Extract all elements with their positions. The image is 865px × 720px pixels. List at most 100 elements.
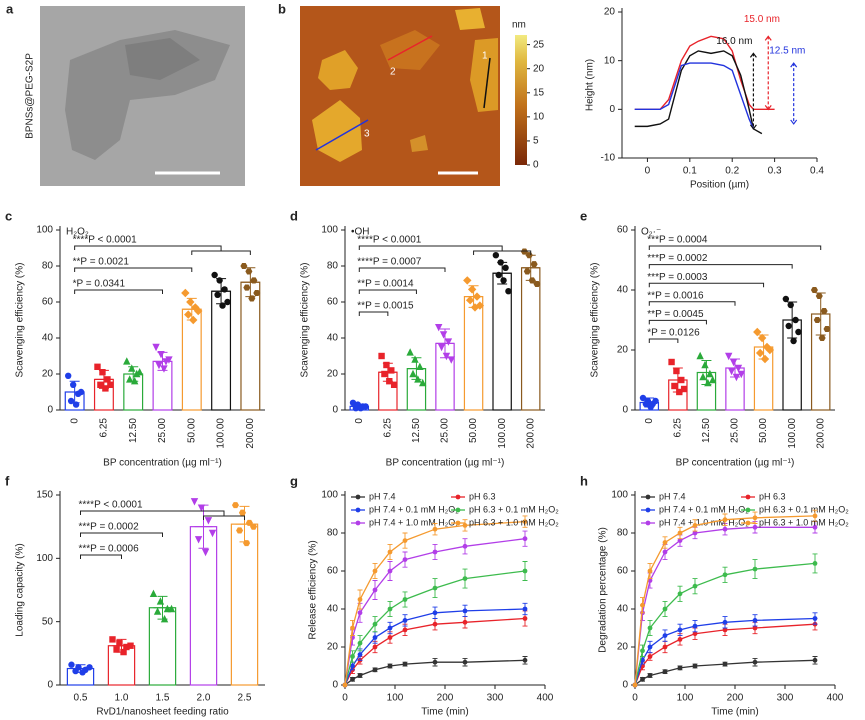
- data-point: [357, 610, 363, 616]
- data-point: [214, 291, 221, 298]
- data-point: [662, 549, 668, 555]
- y-tick-label: 40: [42, 333, 54, 344]
- data-point: [68, 661, 75, 668]
- data-point: [737, 370, 745, 379]
- y-tick-label: 20: [42, 369, 54, 380]
- data-point: [752, 515, 758, 521]
- afm-image: [300, 6, 500, 186]
- data-point: [722, 517, 728, 523]
- bar: [181, 308, 202, 411]
- y-tick-label: 20: [617, 642, 629, 653]
- legend-marker: [645, 507, 651, 513]
- y-tick-label: 10: [604, 55, 616, 66]
- x-tick-label: 100.00: [216, 418, 227, 449]
- data-point: [792, 316, 799, 324]
- data-point: [72, 667, 79, 675]
- data-point: [692, 530, 698, 536]
- data-point: [211, 271, 218, 279]
- legend-label: pH 6.3 + 0.1 mM H₂O₂: [469, 504, 559, 514]
- data-point: [818, 334, 826, 342]
- data-point: [467, 285, 477, 294]
- data-point: [662, 644, 668, 650]
- data-point: [435, 324, 443, 332]
- significance-label: ***P = 0.0004: [647, 235, 708, 246]
- data-point: [462, 619, 468, 625]
- data-point: [402, 661, 408, 667]
- data-point: [475, 301, 485, 310]
- y-tick-label: 40: [327, 604, 339, 615]
- x-tick-label: 2.5: [238, 693, 252, 704]
- line-label: 2: [390, 67, 396, 78]
- flake: [312, 100, 362, 162]
- colorbar-tick-label: 10: [533, 111, 545, 122]
- x-tick-label: 200: [437, 693, 454, 704]
- data-point: [357, 673, 363, 678]
- data-point: [810, 286, 818, 294]
- bar: [520, 267, 541, 411]
- error-bar: [153, 595, 172, 620]
- significance-bracket: [648, 319, 707, 325]
- data-point: [640, 676, 645, 682]
- data-point: [677, 665, 683, 671]
- data-point: [823, 325, 831, 333]
- data-point: [530, 261, 538, 268]
- image-caption: BPNSs@PEG-S2P: [25, 53, 36, 139]
- data-point: [757, 333, 767, 343]
- data-point: [727, 367, 736, 376]
- data-point: [815, 292, 823, 300]
- annotation-label: 15.0 nm: [744, 14, 780, 25]
- legend-label: pH 7.4 + 0.1 mM H₂O₂: [369, 504, 459, 514]
- data-point: [362, 403, 369, 410]
- series-line: [634, 50, 763, 135]
- data-point: [492, 252, 500, 259]
- data-point: [186, 297, 195, 307]
- error-bar: [783, 301, 802, 339]
- data-point: [753, 327, 762, 337]
- data-point: [432, 526, 438, 532]
- data-point: [522, 568, 528, 574]
- data-point: [390, 381, 398, 388]
- data-point: [102, 385, 109, 392]
- legend-label: pH 7.4 + 0.1 mM H₂O₂: [659, 504, 749, 514]
- data-point: [372, 635, 378, 640]
- error-bar: [241, 267, 260, 298]
- legend-marker: [645, 520, 651, 526]
- legend-label: pH 6.3: [759, 491, 786, 501]
- data-point: [250, 523, 258, 530]
- data-point: [130, 377, 139, 385]
- x-tick-label: 6.25: [382, 418, 393, 438]
- y-tick-label: 60: [617, 225, 629, 236]
- panel-label: h: [580, 473, 588, 488]
- arrow-head: [764, 35, 772, 111]
- data-point: [692, 523, 698, 528]
- flake: [410, 135, 428, 152]
- x-tick-label: 100.00: [787, 418, 798, 449]
- data-point: [676, 388, 683, 396]
- data-point: [120, 648, 127, 656]
- panel-label: f: [5, 473, 10, 488]
- x-tick-label: 2.0: [197, 693, 211, 704]
- significance-label: ****P < 0.0001: [357, 235, 421, 246]
- data-point: [696, 351, 704, 360]
- data-point: [231, 502, 239, 509]
- x-tick-label: 6.25: [672, 418, 683, 438]
- error-bar: [182, 297, 201, 321]
- data-point: [647, 568, 653, 574]
- significance-bracket: [74, 289, 163, 294]
- data-point: [216, 277, 223, 284]
- x-tick-label: 200.00: [815, 418, 826, 449]
- data-point: [387, 663, 393, 669]
- y-tick-label: 0: [622, 405, 628, 416]
- data-point: [462, 543, 468, 549]
- data-point: [402, 627, 408, 633]
- data-point: [704, 378, 712, 387]
- data-point: [668, 358, 675, 366]
- data-point: [647, 673, 653, 678]
- data-point: [439, 331, 448, 339]
- data-point: [495, 271, 502, 279]
- data-point: [381, 370, 388, 378]
- y-axis-label: Scavenging efficiency (%): [590, 263, 601, 378]
- data-point: [372, 644, 378, 650]
